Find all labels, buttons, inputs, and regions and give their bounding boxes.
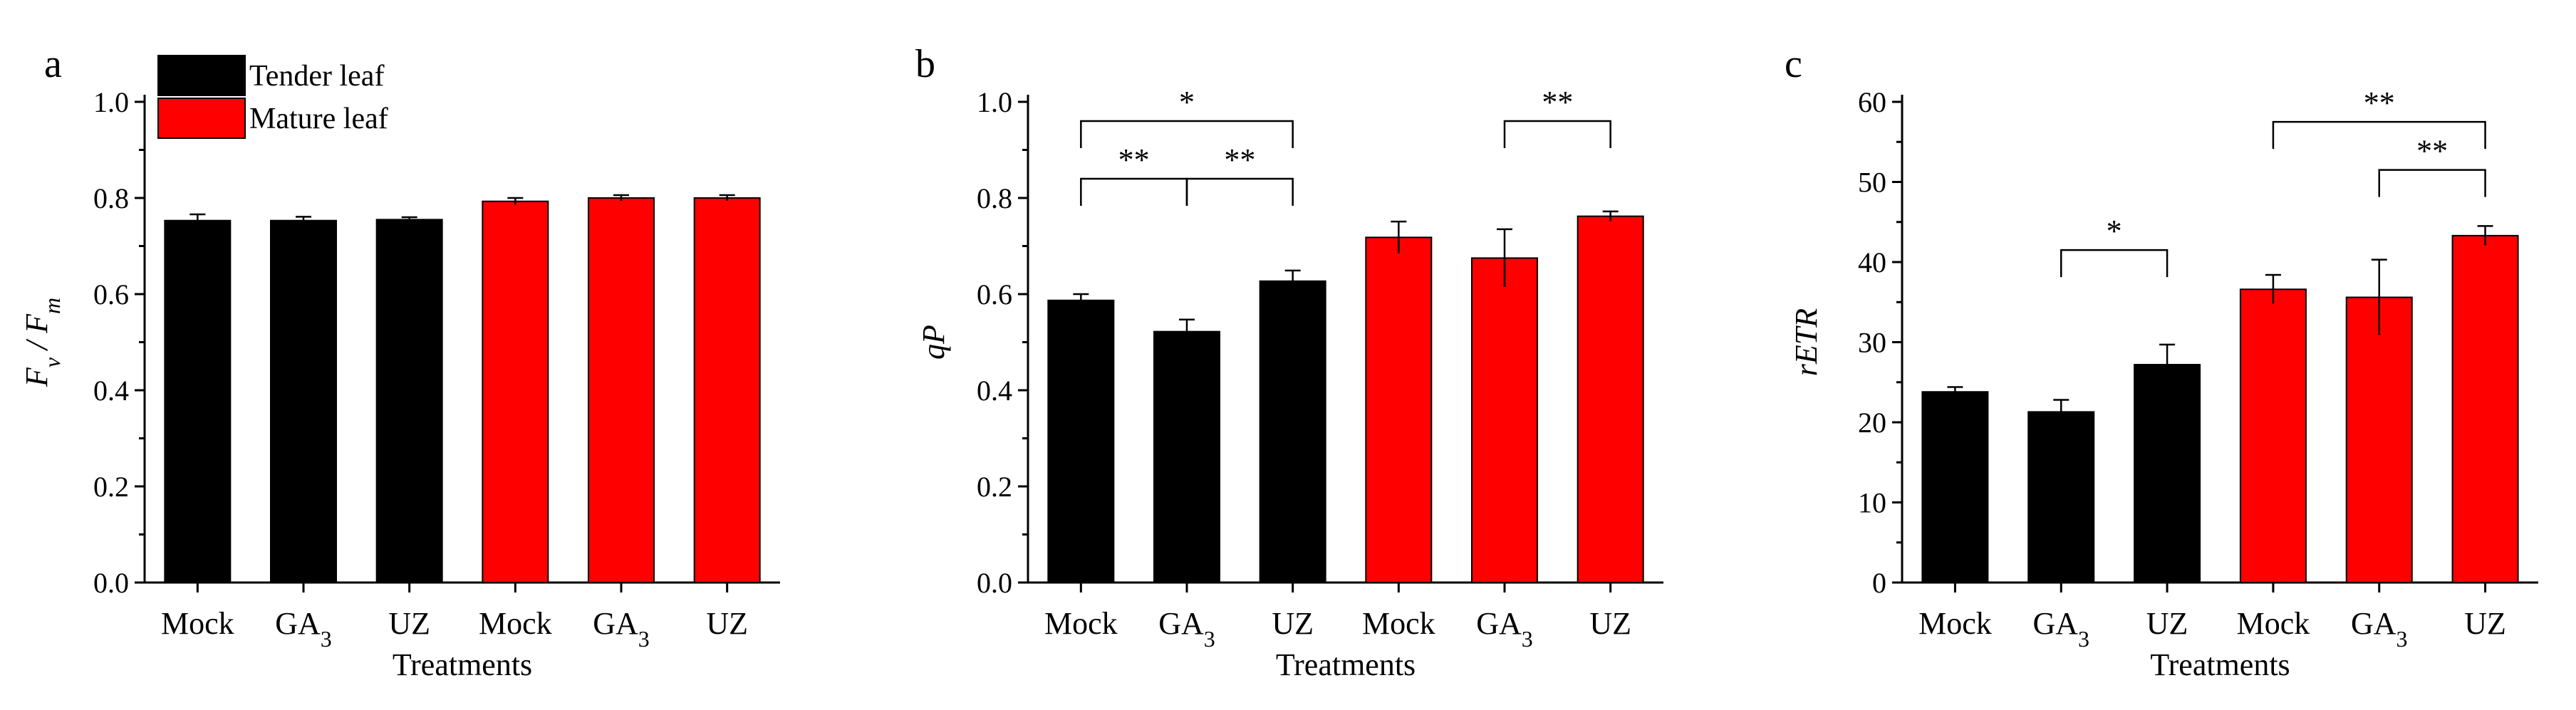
y-tick-label: 20 <box>1858 407 1886 439</box>
x-axis-title: Treatments <box>2150 647 2290 682</box>
x-tick-label: GA3 <box>2032 606 2089 652</box>
bar <box>2451 234 2519 583</box>
legend-label-mature: Mature leaf <box>249 103 388 135</box>
bar <box>1577 215 1644 583</box>
x-tick-label: UZ <box>1589 606 1631 641</box>
significance-label: ** <box>1118 142 1150 177</box>
y-tick-label: 0.2 <box>977 471 1012 503</box>
bar <box>2134 364 2201 583</box>
y-tick-label: 0.0 <box>977 567 1012 599</box>
significance-label: ** <box>1224 142 1255 177</box>
y-tick-label: 1.0 <box>977 86 1012 118</box>
bar <box>1921 391 1989 583</box>
significance-label: ** <box>2364 85 2395 120</box>
significance-label: * <box>1179 85 1195 120</box>
y-tick-label: 0.4 <box>93 375 129 407</box>
x-tick-label: Mock <box>479 606 552 641</box>
x-tick-label: Mock <box>2237 606 2310 641</box>
legend: Tender leaf Mature leaf <box>157 55 388 139</box>
significance-bracket <box>2272 120 2486 150</box>
panel-a: 0.0 0.2 0.4 0.6 0.8 1.0 Mock GA3 UZ Mock GA3 UZ Trea… <box>19 42 780 682</box>
y-tick-label: 0.6 <box>977 278 1012 310</box>
x-tick-label: UZ <box>2464 606 2506 641</box>
y-tick-label: 30 <box>1858 327 1886 359</box>
bar <box>1259 280 1326 583</box>
bar <box>2027 411 2095 583</box>
y-tick-label: 0.6 <box>93 278 129 310</box>
y-tick-label: 0.2 <box>93 471 129 503</box>
bar <box>1365 236 1433 583</box>
x-tick-label: UZ <box>1272 606 1314 641</box>
x-tick-label: GA3 <box>275 606 332 652</box>
y-axis-title: qP <box>916 325 951 360</box>
y-tick-label: 0 <box>1872 567 1886 599</box>
y-tick-label: 0.8 <box>93 182 129 214</box>
x-tick-label: UZ <box>2146 606 2188 641</box>
bar <box>693 197 761 583</box>
bar <box>375 219 443 583</box>
y-tick-label: 0.0 <box>93 567 129 599</box>
x-tick-label: UZ <box>388 606 430 641</box>
panel-label: a <box>44 42 62 86</box>
x-tick-label: Mock <box>1918 606 1992 641</box>
bar <box>1471 257 1538 583</box>
bar <box>482 200 549 584</box>
y-tick-label: 0.4 <box>977 375 1012 407</box>
significance-bracket <box>1080 177 1188 206</box>
bar <box>1047 299 1115 583</box>
x-axis-title: Treatments <box>393 647 532 682</box>
significance-bracket <box>1185 177 1294 206</box>
bar <box>2239 288 2307 583</box>
significance-label: * <box>2107 214 2122 249</box>
panel-label: c <box>1785 42 1802 86</box>
bar <box>270 219 337 583</box>
bar <box>1153 330 1220 583</box>
y-axis-title: Fv / Fm <box>19 298 65 387</box>
legend-swatch-mature <box>157 98 246 139</box>
x-tick-label: UZ <box>706 606 748 641</box>
significance-bracket <box>1080 120 1294 148</box>
significance-label: ** <box>1542 85 1573 120</box>
x-tick-label: GA3 <box>1476 606 1533 652</box>
x-tick-label: GA3 <box>1158 606 1215 652</box>
significance-label: ** <box>2416 134 2448 169</box>
y-tick-label: 10 <box>1858 487 1886 519</box>
x-tick-label: Mock <box>1362 606 1435 641</box>
x-tick-label: GA3 <box>593 606 650 652</box>
x-tick-label: Mock <box>1044 606 1118 641</box>
panel-label: b <box>915 42 935 86</box>
x-axis-title: Treatments <box>1276 647 1416 682</box>
bar <box>2345 296 2413 583</box>
y-tick-label: 60 <box>1858 86 1886 118</box>
legend-label-tender: Tender leaf <box>249 60 384 93</box>
significance-bracket <box>2060 249 2169 278</box>
y-tick-label: 0.8 <box>977 182 1012 214</box>
x-tick-label: GA3 <box>2351 606 2408 652</box>
significance-bracket <box>1503 120 1611 148</box>
bar <box>164 219 232 583</box>
y-tick-label: 50 <box>1858 167 1886 199</box>
y-tick-label: 1.0 <box>93 86 129 118</box>
bar <box>588 197 655 583</box>
legend-swatch-tender <box>157 55 246 96</box>
significance-bracket <box>2378 169 2486 197</box>
y-axis-title: rETR <box>1789 308 1824 376</box>
x-tick-label: Mock <box>161 606 234 641</box>
y-tick-label: 40 <box>1858 246 1886 278</box>
